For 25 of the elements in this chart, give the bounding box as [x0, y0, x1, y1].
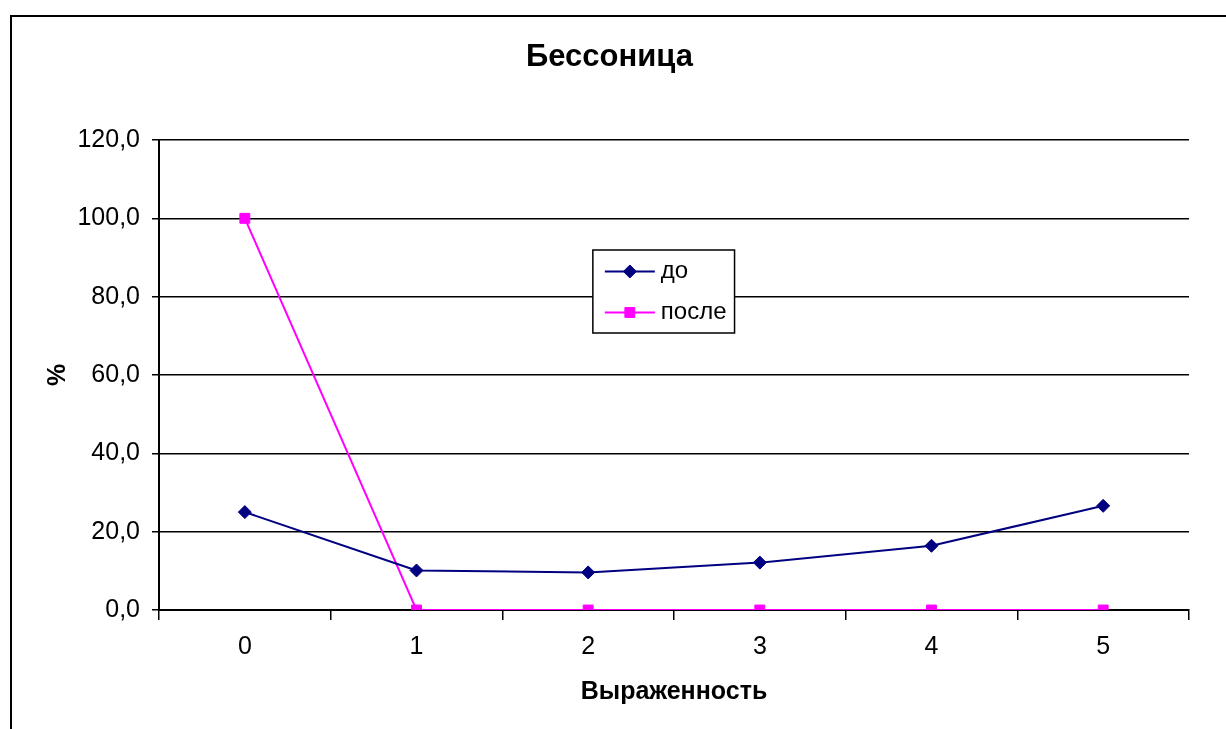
y-tick-label: 120,0 [77, 123, 140, 152]
x-axis-title: Выраженность [580, 675, 768, 704]
point [409, 563, 424, 578]
legend-label: до [660, 256, 689, 284]
point [239, 212, 251, 224]
point [1096, 498, 1111, 513]
chart-title: Бессоница [526, 37, 694, 73]
point [924, 538, 939, 553]
x-tick-label: 2 [581, 630, 596, 659]
y-axis-title: % [41, 363, 70, 387]
y-tick-label: 60,0 [91, 358, 140, 387]
x-tick-label: 1 [409, 630, 424, 659]
point [237, 505, 252, 520]
point [752, 555, 767, 570]
y-tick-label: 40,0 [91, 437, 140, 466]
y-tick-label: 100,0 [77, 202, 140, 231]
x-tick-label: 3 [752, 630, 767, 659]
legend-label: после [660, 297, 727, 325]
x-tick-label: 4 [924, 630, 939, 659]
y-tick-label: 80,0 [91, 280, 140, 309]
x-tick-label: 0 [237, 630, 252, 659]
x-tick-label: 5 [1096, 630, 1111, 659]
point [581, 565, 596, 580]
y-tick-label: 0,0 [105, 593, 140, 622]
y-tick-label: 20,0 [91, 515, 140, 544]
